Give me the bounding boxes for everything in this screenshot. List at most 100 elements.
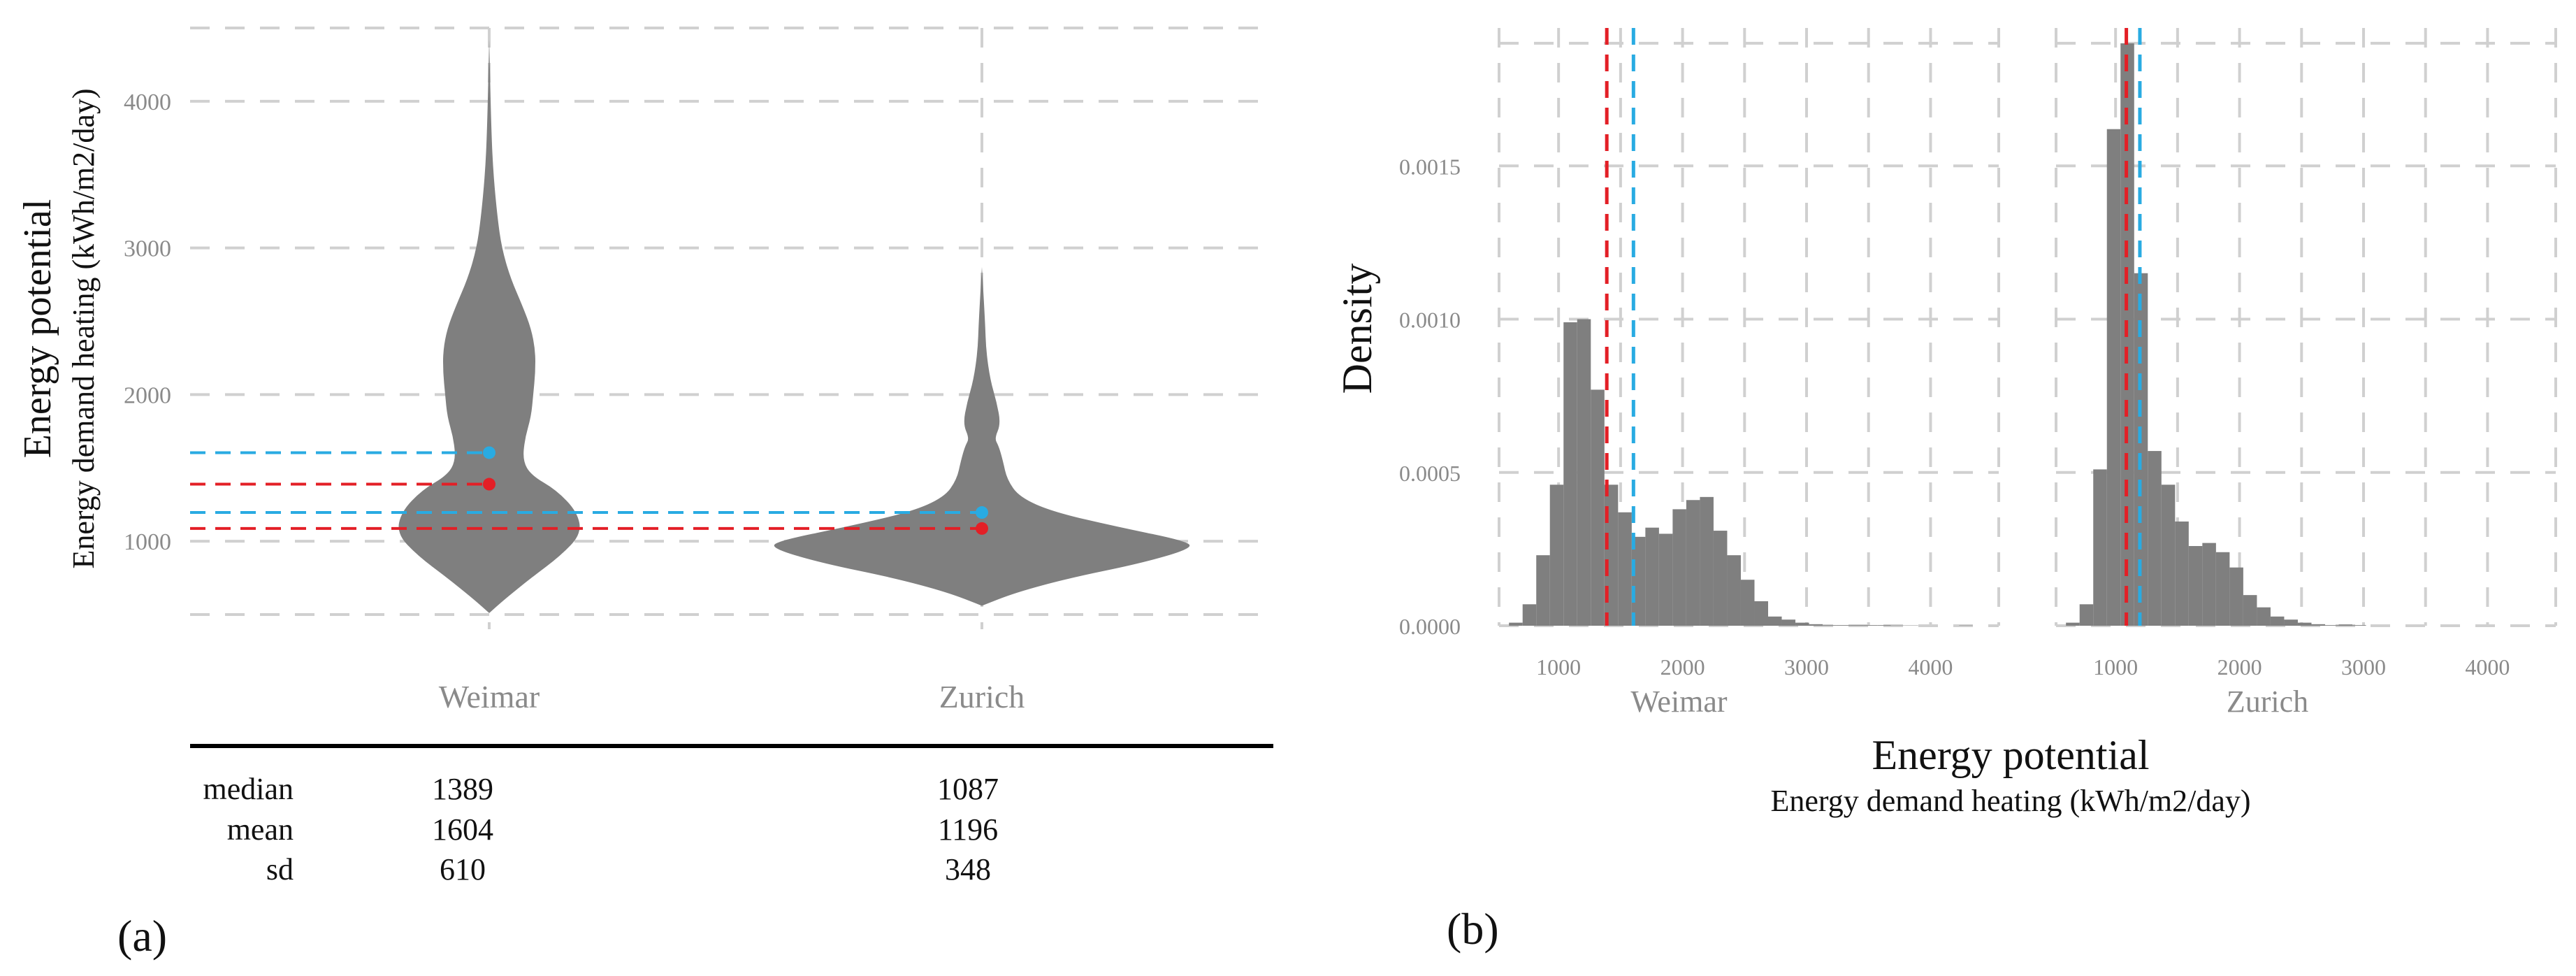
- histogram-bar: [2311, 624, 2325, 626]
- panel-b-label: (b): [1447, 904, 1499, 954]
- panel-b-x-tick-label: 3000: [1784, 654, 1829, 680]
- violin-zurich: [774, 266, 1190, 606]
- histogram-bar: [2148, 451, 2162, 626]
- facet-weimar: 1000 2000 3000 4000 Weimar: [1498, 28, 2000, 719]
- histogram-bar: [1823, 625, 1837, 626]
- summary-row-label-median: median: [203, 772, 294, 806]
- histogram-bar: [1658, 533, 1673, 626]
- histogram-bar: [1604, 485, 1619, 626]
- summary-zurich-mean: 1196: [938, 812, 998, 847]
- histogram-bar: [2175, 521, 2189, 626]
- panel-b-facets: 1000 2000 3000 4000 Weimar 1000 2000 3000 4000 Zu…: [1498, 28, 2557, 719]
- histogram-bar: [1536, 555, 1550, 626]
- summary-zurich-median: 1087: [937, 772, 999, 806]
- panel-a-label: (a): [117, 911, 167, 961]
- summary-weimar-sd: 610: [440, 852, 486, 887]
- panel-b-y-tick-label: 0.0005: [1399, 461, 1461, 486]
- histogram-bar: [1618, 512, 1632, 626]
- histogram-bar: [1781, 619, 1796, 626]
- histogram-bar: [1740, 580, 1755, 626]
- histogram-bar: [2257, 607, 2271, 626]
- histogram-bar: [1645, 527, 1659, 626]
- panel-b-x-tick-label: 2000: [2217, 654, 2262, 680]
- histogram-bar: [2229, 567, 2243, 626]
- histogram-bar: [1768, 616, 1782, 626]
- panel-b-x-tick-label: 2000: [1660, 654, 1705, 680]
- summary-weimar-median: 1389: [432, 772, 493, 806]
- violin-weimar: [398, 39, 580, 613]
- histogram-bar: [2338, 624, 2353, 626]
- panel-a-y-axis-title: Energy potential: [16, 199, 59, 459]
- panel-a-y-tick-label: 1000: [124, 529, 171, 555]
- panel-b-y-tick-label: 0.0015: [1399, 154, 1461, 179]
- histogram-bar: [2325, 625, 2339, 626]
- histogram-bar: [2270, 616, 2285, 626]
- histogram-bar: [1863, 625, 1878, 626]
- panel-b-y-tick-label: 0.0000: [1399, 614, 1461, 639]
- histogram-bar: [1509, 622, 1523, 626]
- histogram-bar: [2215, 552, 2230, 626]
- panel-a-reference-lines: [190, 446, 988, 535]
- histogram-bar: [1809, 624, 1823, 626]
- histogram-bar: [2066, 622, 2080, 626]
- summary-zurich-sd: 348: [945, 852, 991, 887]
- panel-b-x-tick-label: 1000: [1536, 654, 1581, 680]
- histogram-bar: [1549, 485, 1564, 626]
- histogram-bar: [2297, 622, 2312, 626]
- panel-b-y-tick-label: 0.0010: [1399, 308, 1461, 333]
- panel-a-y-tick-label: 4000: [124, 89, 171, 115]
- weimar-mean-point: [483, 446, 495, 459]
- histogram-bar: [1877, 625, 1891, 626]
- panel-a-y-ticks: 1000 2000 3000 4000: [124, 89, 171, 555]
- histogram-bar: [2284, 619, 2298, 626]
- panel-b-x-tick-label: 1000: [2093, 654, 2138, 680]
- histogram-bar: [1836, 625, 1851, 626]
- panel-b-x-tick-label: 3000: [2341, 654, 2386, 680]
- histogram-bar: [1672, 509, 1686, 626]
- histogram-bar: [1563, 322, 1577, 626]
- histogram-bar: [1522, 604, 1537, 626]
- panel-b-x-tick-label: 4000: [1908, 654, 1953, 680]
- panel-b-x-axis-title: Energy potential: [1872, 732, 2149, 778]
- panel-a-x-tick-label: Zurich: [939, 679, 1025, 715]
- summary-row-label-mean: mean: [227, 812, 294, 847]
- panel-b-y-axis-title: Density: [1334, 264, 1380, 394]
- summary-row-label-sd: sd: [266, 852, 294, 887]
- panel-a-x-ticks: Weimar Zurich: [439, 679, 1025, 715]
- histogram-bar: [1631, 536, 1646, 626]
- histogram-bar: [1577, 319, 1591, 626]
- histogram-bar: [1727, 555, 1741, 626]
- histogram-bar: [1700, 496, 1714, 626]
- panel-a-violins: [398, 39, 1190, 613]
- histogram-bar: [2079, 604, 2094, 626]
- facet-title: Zurich: [2227, 684, 2308, 719]
- panel-a-y-tick-label: 3000: [124, 236, 171, 262]
- histogram-bar: [1591, 389, 1605, 626]
- histogram-bar: [1686, 500, 1700, 626]
- histogram-bar: [2093, 469, 2107, 626]
- histogram-bar: [2134, 273, 2148, 626]
- summary-weimar-mean: 1604: [432, 812, 493, 847]
- zurich-median-point: [976, 522, 988, 535]
- panel-a-x-tick-label: Weimar: [439, 679, 540, 715]
- histogram-bar: [1713, 531, 1728, 626]
- weimar-median-point: [483, 478, 495, 491]
- panel-b-y-ticks: 0.0000 0.0005 0.0010 0.0015: [1399, 154, 1461, 639]
- histogram-bar: [2188, 546, 2203, 626]
- zurich-mean-point: [976, 506, 988, 519]
- histogram-bar: [2106, 129, 2121, 626]
- panel-a-violin-plot: 1000 2000 3000 4000 Weimar Zurich Energy pot…: [16, 27, 1273, 961]
- panel-a-y-axis-subtitle: Energy demand heating (kWh/m2/day): [66, 88, 101, 568]
- panel-b-x-axis-subtitle: Energy demand heating (kWh/m2/day): [1770, 784, 2250, 818]
- panel-b-x-tick-label: 4000: [2465, 654, 2510, 680]
- summary-table: median 1389 1087 mean 1604 1196 sd 610 348: [203, 772, 999, 887]
- histogram-bar: [2352, 625, 2366, 626]
- histogram-bar: [2243, 595, 2257, 626]
- histogram-bar: [1795, 622, 1809, 626]
- panel-a-y-tick-label: 2000: [124, 382, 171, 408]
- facet-zurich: 1000 2000 3000 4000 Zurich: [2055, 28, 2557, 719]
- histogram-bar: [2202, 543, 2216, 626]
- histogram-bar: [1754, 601, 1768, 626]
- panel-b-histograms: 0.0000 0.0005 0.0010 0.0015 1000 2000 3000 400…: [1334, 28, 2557, 954]
